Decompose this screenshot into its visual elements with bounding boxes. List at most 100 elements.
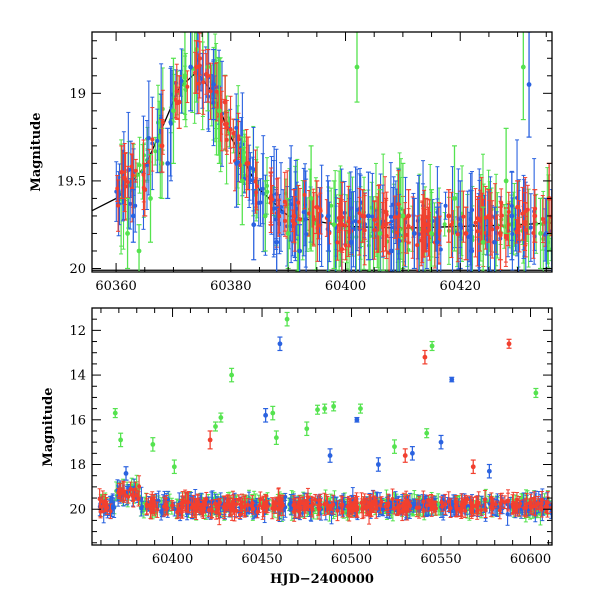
top-red-cloud-point <box>343 223 348 228</box>
top-red-point <box>515 204 520 210</box>
bottom-blue-cloud-point <box>287 502 292 507</box>
top-plot-area <box>92 32 552 272</box>
top-green-point <box>452 196 457 201</box>
top-blue-point <box>211 82 216 87</box>
top-blue-cloud-point <box>168 120 173 125</box>
top-red-point <box>423 222 429 228</box>
top-red-cloud-point <box>150 137 155 142</box>
top-red-cloud-point <box>380 225 385 230</box>
top-red-cloud-point <box>228 127 233 132</box>
top-red-cloud-point <box>238 163 243 168</box>
top-blue-point <box>457 222 463 228</box>
top-green-point <box>285 231 291 236</box>
top-red-cloud-point <box>347 229 352 234</box>
top-red-point <box>532 213 538 219</box>
top-red-point <box>337 222 343 228</box>
top-green-point <box>308 196 314 201</box>
top-blue-cloud-point <box>258 200 263 205</box>
top-blue-cloud-point <box>370 214 375 219</box>
top-red-point <box>193 64 199 70</box>
top-blue-point <box>366 213 371 219</box>
top-red-cloud-point <box>520 211 525 216</box>
top-red-point <box>142 187 148 193</box>
top-green-point <box>136 248 142 254</box>
top-green-point <box>148 196 153 201</box>
top-red-point <box>205 73 211 79</box>
top-red-point <box>314 204 320 210</box>
top-red-cloud-point <box>311 217 316 222</box>
top-blue-cloud-point <box>126 168 131 173</box>
top-red-cloud-point <box>224 121 229 126</box>
top-red-cloud-point <box>357 211 362 216</box>
top-red-cloud-point <box>483 215 488 220</box>
top-red-point <box>486 213 492 219</box>
top-blue-point <box>188 64 194 70</box>
top-blue-point <box>325 213 331 219</box>
bottom-plot-area <box>97 311 552 526</box>
top-red-cloud-point <box>372 227 377 232</box>
top-red-cloud-point <box>425 215 430 220</box>
top-green-point <box>400 213 406 219</box>
top-y-tick-label: 20 <box>69 262 86 277</box>
top-blue-cloud-point <box>389 219 394 224</box>
top-red-cloud-point <box>219 114 224 119</box>
top-red-cloud-point <box>253 179 258 184</box>
top-red-point <box>406 213 412 219</box>
top-blue-cloud-point <box>415 218 420 223</box>
top-blue-point <box>234 160 239 166</box>
top-blue-cloud-point <box>355 207 360 212</box>
top-blue-cloud-point <box>397 238 402 243</box>
top-green-point <box>239 178 245 184</box>
top-blue-point <box>492 239 498 245</box>
top-green-cloud-point <box>265 183 270 188</box>
top-blue-point <box>297 248 303 254</box>
top-blue-point <box>434 239 440 245</box>
top-blue-point <box>509 213 515 219</box>
top-frame <box>91 31 553 273</box>
top-red-cloud-point <box>307 211 312 216</box>
top-blue-point <box>389 248 394 254</box>
top-green-point <box>354 64 360 70</box>
top-blue-point <box>526 82 532 87</box>
top-red-cloud-point <box>540 217 545 222</box>
top-blue-cloud-point <box>179 78 184 83</box>
top-blue-point <box>251 222 257 228</box>
top-red-point <box>291 213 297 219</box>
top-red-cloud-point <box>343 243 348 248</box>
top-green-cloud-point <box>329 203 334 208</box>
top-x-tick-label: 60360 <box>95 279 136 294</box>
top-red-cloud-point <box>236 137 241 142</box>
top-blue-cloud-point <box>353 219 358 224</box>
top-red-point <box>222 99 228 105</box>
top-red-cloud-point <box>277 214 282 219</box>
top-green-cloud-point <box>442 222 447 227</box>
top-red-cloud-point <box>302 192 307 197</box>
top-red-cloud-point <box>449 222 454 227</box>
top-red-cloud-point <box>415 243 420 248</box>
top-red-cloud-point <box>208 89 213 94</box>
top-blue-point <box>543 231 549 236</box>
top-blue-cloud-point <box>146 135 151 140</box>
top-blue-point <box>348 239 354 245</box>
top-red-point <box>245 160 251 166</box>
top-green-point <box>216 108 222 114</box>
top-blue-point <box>469 248 475 254</box>
top-blue-cloud-point <box>468 217 473 222</box>
top-blue-point <box>165 160 171 166</box>
top-red-point <box>119 169 125 175</box>
top-x-tick-label: 60420 <box>440 279 481 294</box>
top-blue-point <box>274 239 280 245</box>
top-y-tick-label: 19 <box>69 87 86 102</box>
top-green-point <box>520 64 526 70</box>
top-green-point <box>171 108 176 114</box>
top-red-cloud-point <box>282 199 287 204</box>
top-blue-cloud-point <box>144 163 149 168</box>
top-blue-series <box>130 32 549 272</box>
top-green-cloud-point <box>354 235 359 240</box>
top-red-point <box>463 231 469 236</box>
top-blue-cloud-point <box>155 138 160 143</box>
top-red-cloud-point <box>525 207 530 212</box>
top-red-cloud-point <box>116 203 121 208</box>
